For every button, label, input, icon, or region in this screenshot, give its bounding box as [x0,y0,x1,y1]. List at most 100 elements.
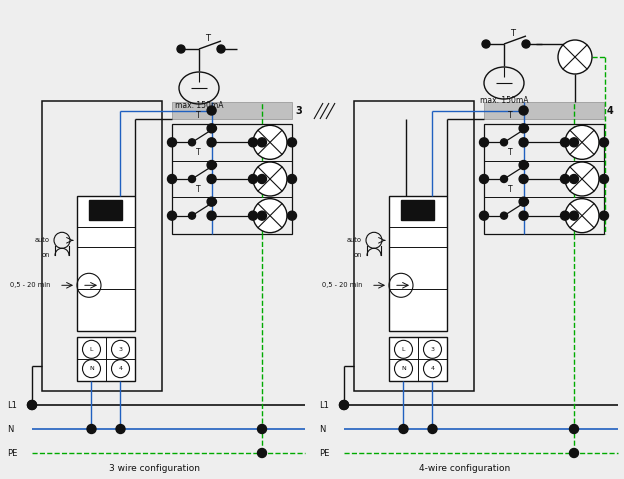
Circle shape [207,160,216,170]
Circle shape [188,175,195,182]
Bar [354,101,474,391]
Circle shape [288,211,296,220]
Circle shape [570,138,578,147]
Circle shape [565,162,599,196]
Circle shape [479,138,489,147]
Text: 4: 4 [119,366,122,371]
Bar [401,200,434,220]
Bar [389,337,447,381]
Text: T: T [196,111,200,120]
Circle shape [207,106,216,115]
Circle shape [207,138,216,147]
Text: on: on [354,252,362,258]
Text: 3: 3 [119,347,122,352]
Text: 0,5 - 20 min: 0,5 - 20 min [9,282,50,288]
Text: T: T [196,185,200,194]
Circle shape [479,174,489,183]
Circle shape [558,40,592,74]
Text: N: N [401,366,406,371]
Text: T: T [508,148,512,157]
Text: L: L [90,347,93,352]
Circle shape [570,211,578,220]
Text: T: T [510,29,515,38]
Circle shape [519,138,528,147]
Circle shape [560,138,570,147]
Bar [172,124,292,234]
Circle shape [522,40,530,48]
Circle shape [524,199,529,204]
Circle shape [565,125,599,160]
Circle shape [524,162,529,168]
Circle shape [258,211,266,220]
Circle shape [27,400,36,410]
Bar [77,337,135,381]
Circle shape [212,126,217,131]
Circle shape [482,40,490,48]
Circle shape [519,124,528,133]
Circle shape [253,162,287,196]
Circle shape [600,211,608,220]
Circle shape [188,212,195,219]
Circle shape [570,448,578,457]
Circle shape [212,162,217,168]
Circle shape [428,424,437,433]
Text: T: T [196,148,200,157]
Text: 3 wire configuration: 3 wire configuration [109,464,200,473]
Text: N: N [319,424,325,433]
Circle shape [253,199,287,233]
Bar [77,196,135,331]
Circle shape [217,45,225,53]
Circle shape [500,139,507,146]
Circle shape [524,126,529,131]
Circle shape [288,138,296,147]
Circle shape [500,212,507,219]
Circle shape [519,211,528,220]
Circle shape [188,139,195,146]
Text: L1: L1 [7,400,17,410]
Circle shape [248,211,258,220]
Circle shape [519,174,528,183]
Text: PE: PE [7,448,17,457]
Circle shape [258,448,266,457]
Bar [484,102,604,119]
Circle shape [248,138,258,147]
Circle shape [479,211,489,220]
Bar [389,196,447,331]
Text: T: T [508,111,512,120]
Text: N: N [89,366,94,371]
Circle shape [253,125,287,160]
Text: auto: auto [35,237,50,243]
Text: 4: 4 [607,105,614,115]
Circle shape [258,424,266,433]
Text: 0,5 - 20 min: 0,5 - 20 min [321,282,362,288]
Circle shape [167,174,177,183]
Bar [484,124,604,234]
Bar [42,101,162,391]
Circle shape [500,175,507,182]
Circle shape [207,197,216,206]
Circle shape [339,400,348,410]
Circle shape [570,424,578,433]
Text: max. 150mA: max. 150mA [480,96,529,105]
Text: 4-wire configuration: 4-wire configuration [419,464,510,473]
Circle shape [560,211,570,220]
Circle shape [212,199,217,204]
Circle shape [207,174,216,183]
Text: N: N [7,424,13,433]
Circle shape [519,106,528,115]
Text: PE: PE [319,448,329,457]
Circle shape [560,174,570,183]
Circle shape [167,211,177,220]
Circle shape [519,197,528,206]
Text: L1: L1 [319,400,329,410]
Text: 3: 3 [295,105,302,115]
Text: on: on [42,252,50,258]
Circle shape [570,174,578,183]
Circle shape [248,174,258,183]
Circle shape [600,174,608,183]
Circle shape [116,424,125,433]
Circle shape [258,138,266,147]
Circle shape [339,400,348,410]
Circle shape [207,211,216,220]
Bar [172,102,292,119]
